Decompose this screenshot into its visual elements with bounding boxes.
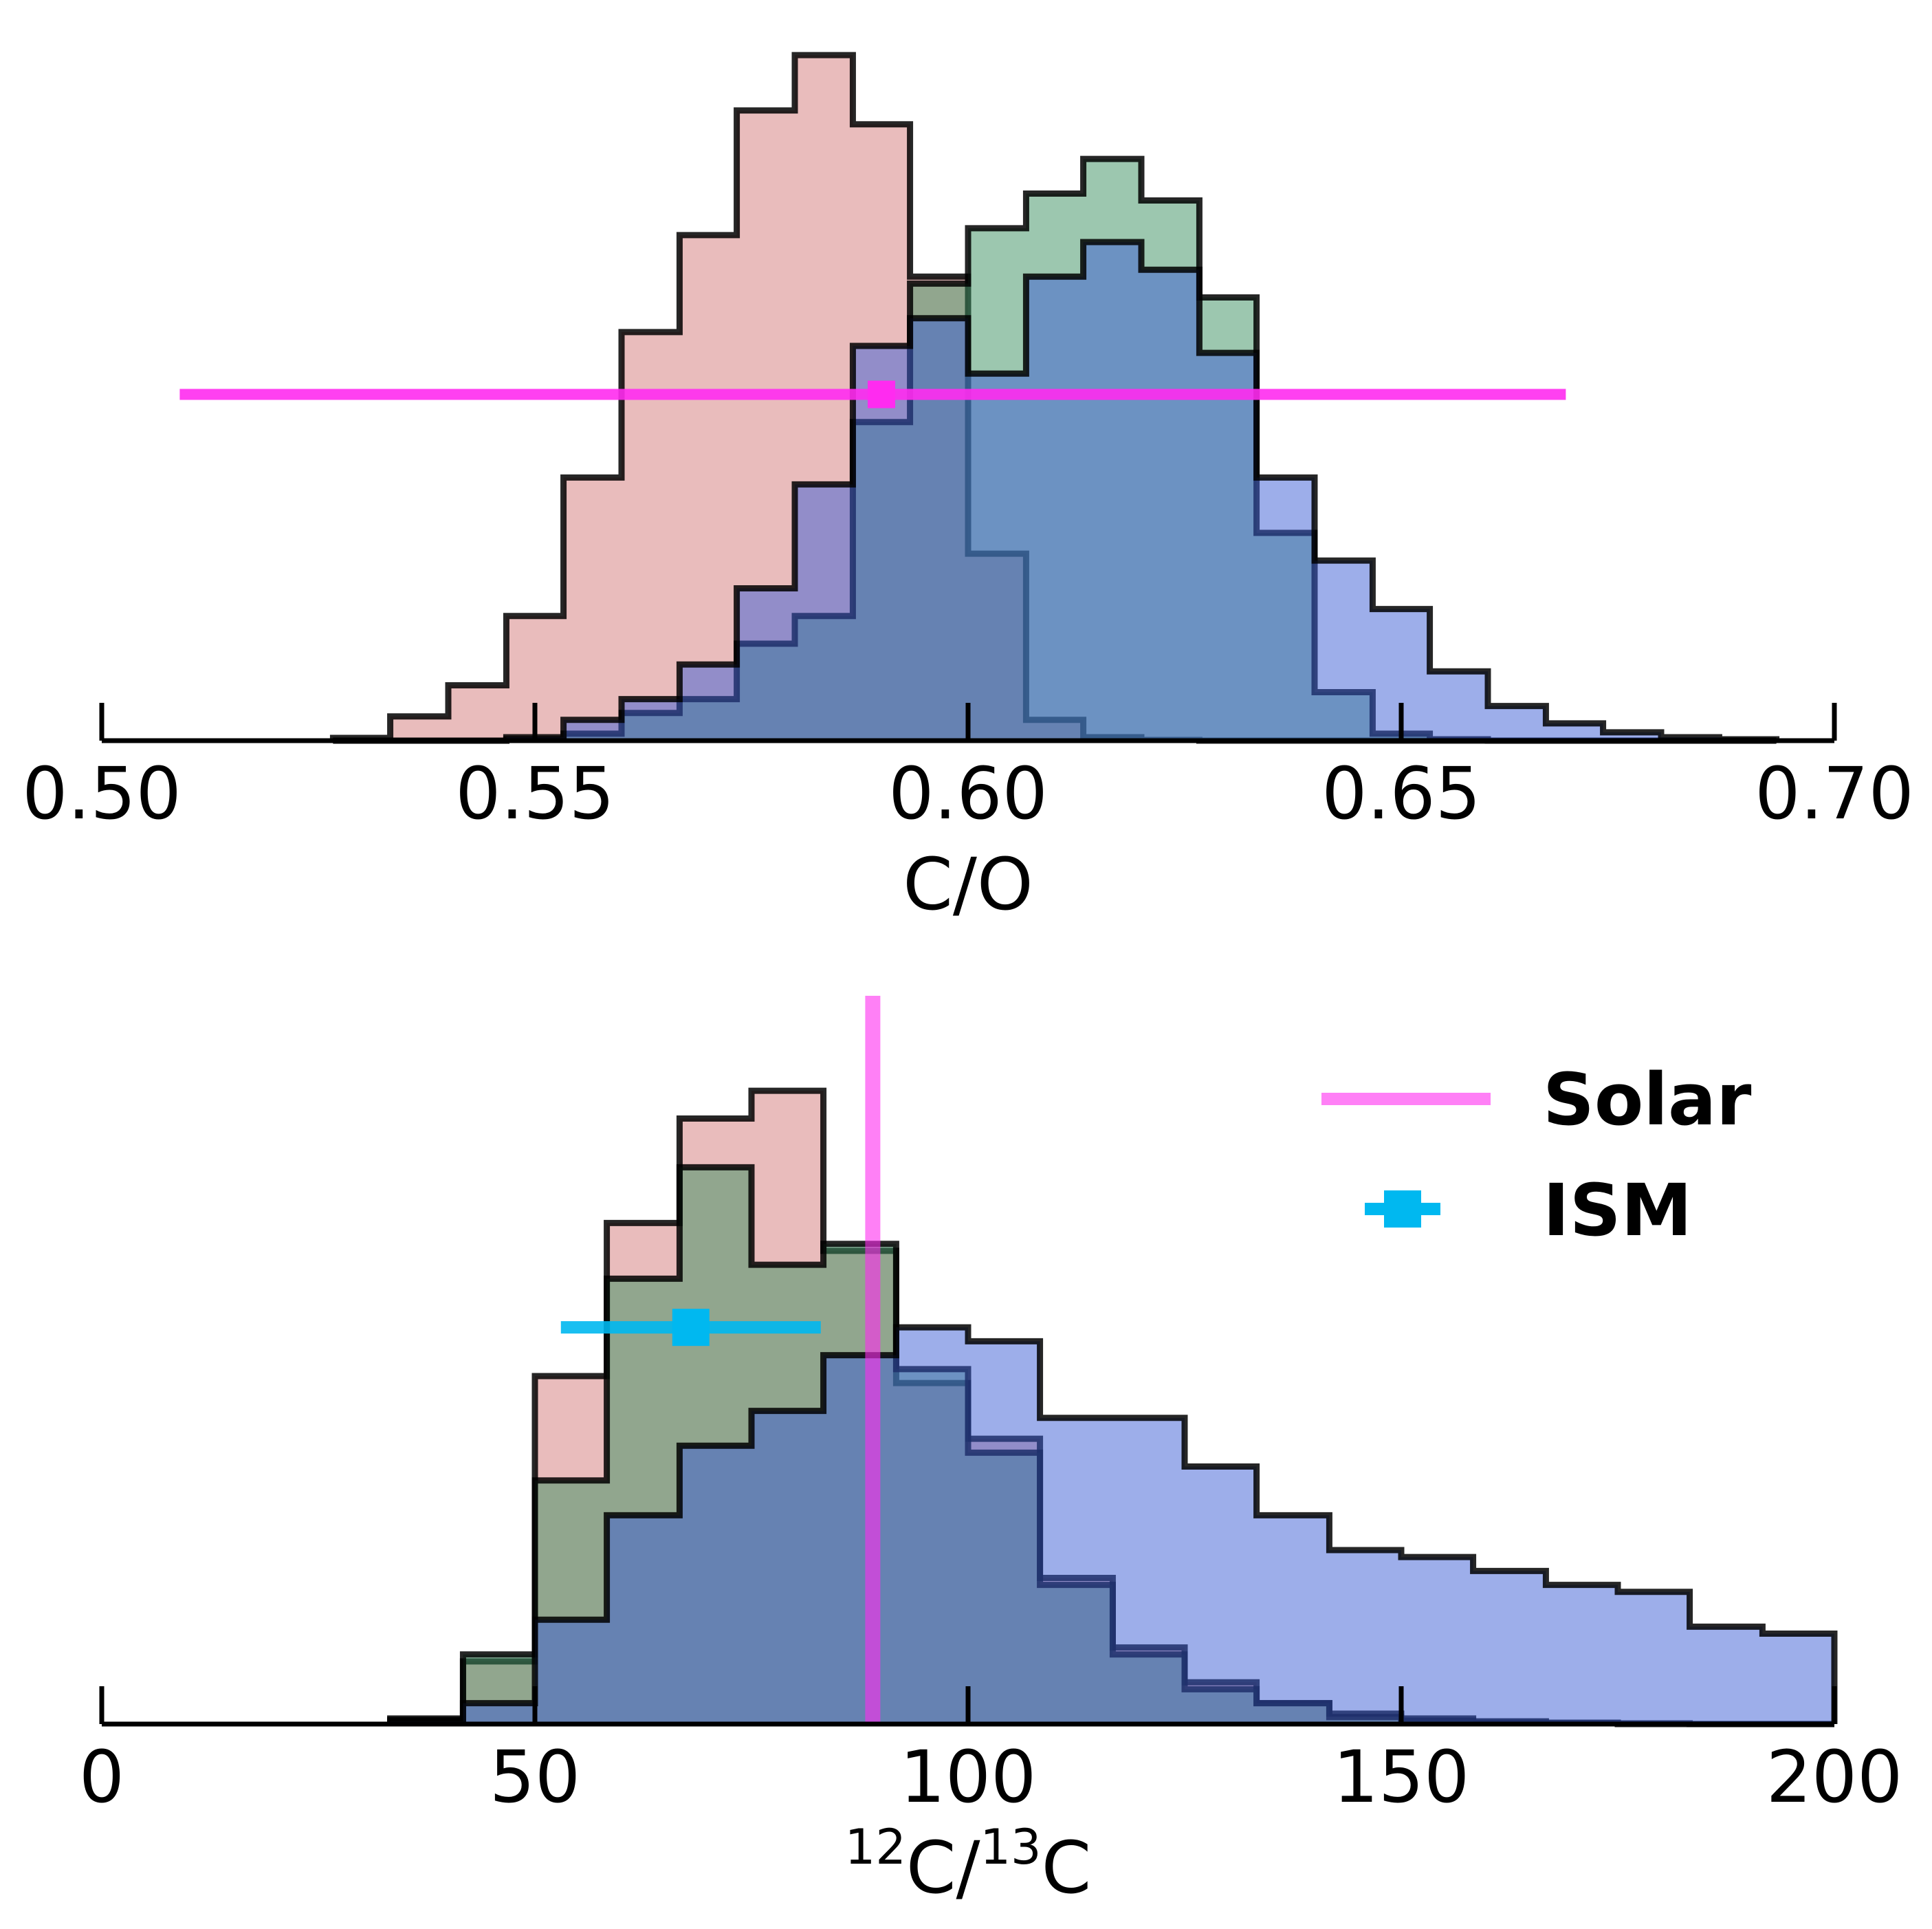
panel-co-histogram: 0.50 0.55 0.60 0.65 0.70 C/O	[22, 52, 1914, 926]
legend-solar-label: Solar	[1543, 1058, 1751, 1142]
iso-x-tick-label-0: 0	[79, 1735, 124, 1819]
iso-hist-fill-blue	[390, 1327, 1834, 1724]
iso-hist-outline-blue	[387, 1324, 1838, 1725]
iso-x-tick-label-2: 100	[900, 1735, 1037, 1819]
co-solar-marker	[868, 380, 895, 408]
iso-label-c-slash: C/	[906, 1826, 981, 1910]
co-x-tick-label-0: 0.50	[22, 752, 182, 836]
iso-x-tick-label-3: 150	[1333, 1735, 1470, 1819]
legend-ism-label: ISM	[1543, 1168, 1692, 1252]
co-solar-errorbar	[179, 380, 1566, 408]
legend: Solar ISM	[1321, 1058, 1751, 1252]
co-x-axis-label: C/O	[903, 842, 1033, 926]
co-x-tick-label-1: 0.55	[455, 752, 615, 836]
iso-x-tick-label-1: 50	[490, 1735, 580, 1819]
iso-x-ticks: 0 50 100 150 200	[79, 1686, 1902, 1819]
co-hist-fill-red	[333, 55, 1777, 741]
iso-x-axis-label: 12C/13C	[845, 1819, 1091, 1910]
iso-label-sup-12: 12	[845, 1819, 906, 1875]
legend-ism-marker	[1384, 1190, 1421, 1228]
iso-ism-marker	[672, 1309, 710, 1347]
isotope-histograms	[387, 1087, 1838, 1728]
co-x-tick-label-3: 0.65	[1321, 752, 1481, 836]
iso-x-tick-label-4: 200	[1766, 1735, 1903, 1819]
co-x-tick-label-4: 0.70	[1755, 752, 1914, 836]
isotope-ism-errorbar	[560, 1309, 821, 1347]
co-x-ticks: 0.50 0.55 0.60 0.65 0.70	[22, 703, 1914, 836]
iso-label-c: C	[1042, 1826, 1092, 1910]
co-hist-outline-blue	[333, 239, 1780, 744]
iso-label-sup-13: 13	[980, 1819, 1042, 1875]
co-x-tick-label-2: 0.60	[888, 752, 1048, 836]
panel-carbon-isotope-histogram: 0 50 100 150 200 12C/13C Solar ISM	[79, 996, 1902, 1910]
co-hist-fill-blue	[333, 241, 1777, 741]
